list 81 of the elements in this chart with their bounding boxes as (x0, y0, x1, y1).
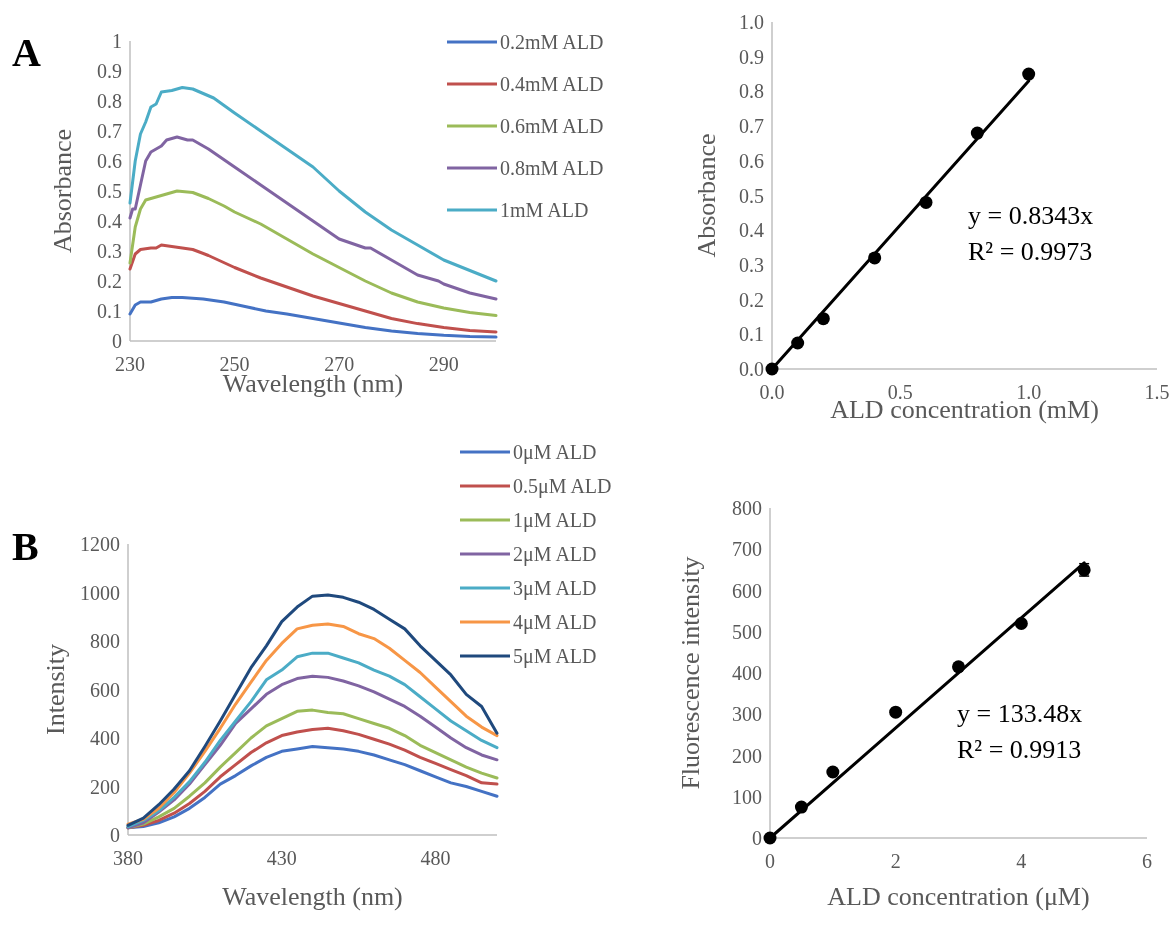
y-tick-label: 0.3 (97, 240, 122, 262)
legend-label: 0.5μM ALD (513, 475, 612, 498)
x-tick-label: 270 (324, 353, 355, 375)
x-tick-label: 250 (219, 353, 250, 375)
line-series (128, 135, 498, 301)
line-series (128, 86, 498, 283)
chart-title: B (12, 524, 39, 569)
legend-label: 1mM ALD (500, 199, 589, 221)
x-tick-label: 1.5 (1144, 381, 1170, 403)
legend-label: 1μM ALD (513, 509, 597, 532)
y-tick-label: 0.8 (97, 90, 122, 112)
line-series (128, 243, 498, 334)
y-tick-label: 200 (732, 744, 762, 767)
y-tick-label: 0.5 (739, 184, 764, 207)
x-tick-label: 0.0 (759, 381, 785, 403)
point (826, 765, 840, 779)
y-tick-label: 600 (732, 579, 762, 602)
y-axis-title: Intensity (41, 644, 71, 735)
x-tick-label: 480 (420, 847, 451, 869)
x-tick-label: 1.0 (1016, 381, 1042, 403)
y-tick-label: 500 (732, 620, 762, 643)
y-tick-label: 0.3 (739, 253, 764, 276)
y-tick-label: 0 (112, 330, 122, 352)
legend-label: 2μM ALD (513, 543, 597, 566)
y-tick-label: 0.1 (739, 323, 764, 346)
legend-label: 3μM ALD (513, 577, 597, 600)
y-tick-label: 0.9 (739, 45, 764, 68)
y-tick-label: 300 (732, 703, 762, 726)
y-axis-title: Fluorescence intensity (676, 556, 706, 790)
y-tick-label: 0 (110, 824, 120, 846)
line-series (128, 189, 498, 317)
y-tick-label: 0.6 (97, 150, 122, 172)
annotation: R² = 0.9913 (957, 735, 1082, 764)
x-tick-label: 6 (1142, 850, 1152, 872)
y-tick-label: 0.4 (97, 210, 122, 232)
y-tick-label: 600 (90, 678, 120, 701)
y-tick-label: 0.4 (739, 219, 764, 242)
annotation: y = 0.8343x (968, 201, 1094, 230)
y-tick-label: 1 (112, 30, 122, 52)
y-tick-label: 200 (90, 775, 120, 798)
x-axis-title: Wavelength (nm) (222, 882, 403, 911)
y-tick-label: 0 (752, 827, 762, 849)
point (889, 705, 903, 719)
y-tick-label: 800 (732, 497, 762, 519)
point (1022, 67, 1036, 81)
y-tick-label: 0.8 (739, 80, 764, 103)
y-tick-label: 0.7 (739, 115, 764, 138)
y-tick-label: 0.2 (739, 288, 764, 311)
y-tick-label: 400 (732, 662, 762, 684)
x-tick-label: 2 (890, 850, 901, 872)
x-tick-label: 290 (428, 353, 459, 375)
legend-label: 0.4mM ALD (500, 73, 604, 95)
x-tick-label: 380 (113, 847, 143, 869)
y-tick-label: 0.1 (97, 300, 122, 322)
y-axis-title: Absorbance (692, 133, 722, 258)
legend-label: 5μM ALD (513, 645, 597, 668)
chart-title: A (12, 30, 41, 75)
legend-label: 0.2mM ALD (500, 31, 604, 53)
x-tick-label: 430 (266, 847, 297, 869)
y-axis-title: Absorbance (48, 128, 78, 254)
y-tick-label: 0.7 (97, 120, 122, 142)
x-tick-label: 4 (1016, 850, 1027, 872)
y-tick-label: 1000 (80, 581, 120, 604)
y-tick-label: 0.6 (739, 149, 764, 172)
y-tick-label: 0.5 (97, 180, 122, 202)
legend-label: 4μM ALD (513, 611, 597, 634)
y-tick-label: 1200 (80, 533, 120, 555)
x-tick-label: 230 (115, 353, 145, 375)
y-tick-label: 800 (90, 630, 120, 652)
y-tick-label: 700 (732, 538, 762, 561)
legend-label: 0μM ALD (513, 441, 597, 464)
y-tick-label: 1.0 (739, 11, 764, 33)
y-tick-label: 0.2 (97, 270, 122, 292)
y-tick-label: 0.9 (97, 60, 122, 82)
legend-label: 0.6mM ALD (500, 115, 604, 137)
x-axis-title: ALD concentration (μM) (827, 882, 1090, 911)
legend-label: 0.8mM ALD (500, 157, 604, 179)
annotation: y = 133.48x (957, 699, 1083, 728)
y-tick-label: 400 (90, 727, 120, 749)
annotation: R² = 0.9973 (968, 237, 1093, 266)
y-tick-label: 100 (732, 785, 762, 808)
